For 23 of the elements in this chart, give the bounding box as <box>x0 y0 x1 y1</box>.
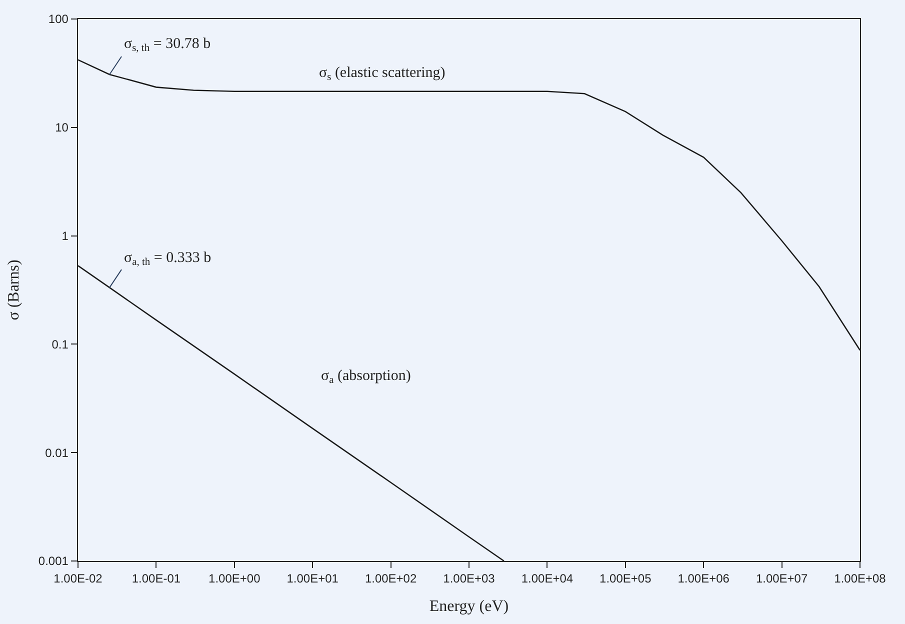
x-tick-label: 1.00E+05 <box>600 572 652 586</box>
y-tick-label: 10 <box>55 120 69 135</box>
annotation: σ$_{a, th}$ = 0.333 b <box>124 250 212 268</box>
text: σ$_{a}$ (absorption) <box>321 368 411 386</box>
y-tick-label: 0.01 <box>45 446 69 460</box>
x-axis-title: Energy (eV) <box>429 598 509 616</box>
y-tick-label: 100 <box>48 12 69 26</box>
x-tick-label: 1.00E+02 <box>364 572 417 586</box>
x-tick-label: 1.00E+07 <box>756 572 808 586</box>
x-tick-label: 1.00E+04 <box>521 572 574 586</box>
x-tick-label: 1.00E-02 <box>54 572 103 586</box>
x-tick-label: 1.00E+03 <box>443 572 496 586</box>
x-tick-label: 1.00E+08 <box>834 572 886 586</box>
x-tick-label: 1.00E+00 <box>208 572 261 586</box>
series-label: σ$_{s}$ (elastic scattering) <box>319 65 446 84</box>
x-tick-label: 1.00E+06 <box>678 572 730 586</box>
y-tick-label: 0.001 <box>38 554 69 568</box>
y-axis-title: σ (Barns) <box>5 260 22 320</box>
y-tick-label: 1 <box>62 229 69 243</box>
y-tick-label: 0.1 <box>52 337 69 352</box>
x-tick-label: 1.00E-01 <box>132 572 181 586</box>
annotation: σ$_{s, th}$ = 30.78 b <box>124 36 211 54</box>
x-tick-label: 1.00E+01 <box>286 572 339 586</box>
